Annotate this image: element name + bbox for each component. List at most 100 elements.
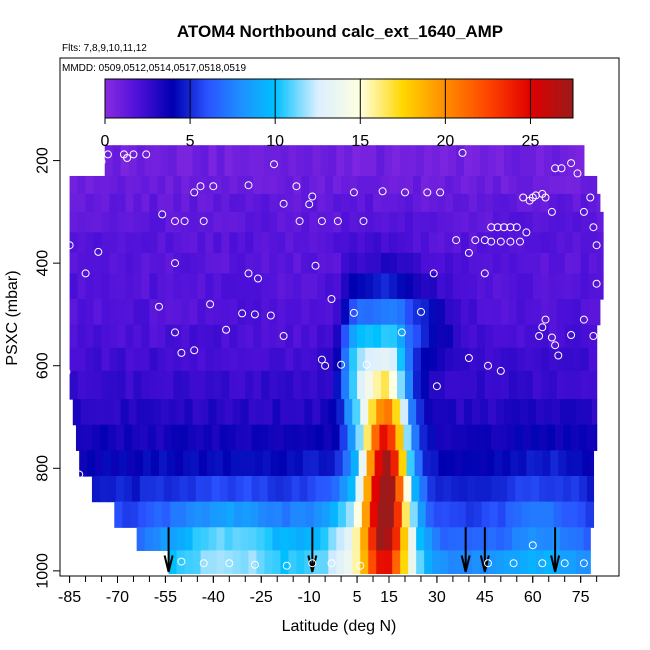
scatter-point [305, 200, 314, 209]
colorbar-segment [392, 79, 395, 118]
colorbar-segment [419, 79, 423, 118]
heatmap-cell [492, 273, 502, 300]
heatmap-cell [508, 347, 518, 372]
heatmap-cell [216, 527, 226, 551]
heatmap-cell [325, 273, 334, 300]
heatmap-cell [341, 347, 350, 372]
heatmap-cell [381, 193, 390, 213]
heatmap-cell [504, 550, 513, 575]
heatmap-cell [264, 399, 274, 426]
heatmap-cell [91, 424, 101, 451]
heatmap-cell [556, 370, 566, 400]
scatter-point [279, 332, 288, 340]
heatmap-cell [130, 501, 139, 528]
heatmap-cell [569, 501, 579, 528]
colorbar-segment [264, 79, 268, 118]
colorbar-segment [498, 79, 502, 118]
heatmap-cell [508, 232, 518, 254]
scatter-point [592, 241, 601, 250]
colorbar-segment [477, 79, 480, 118]
heatmap-cell [69, 299, 79, 326]
heatmap-cell [443, 424, 452, 451]
scatter-point [206, 300, 215, 309]
heatmap-cell [144, 145, 154, 177]
heatmap-cell [189, 232, 198, 254]
heatmap-cell [147, 424, 157, 451]
heatmap-cell [315, 424, 325, 451]
heatmap-cell [325, 232, 334, 254]
scatter-point [199, 217, 208, 226]
heatmap-cell [524, 299, 534, 326]
heatmap-cell [211, 424, 221, 451]
colorbar-segment [507, 79, 510, 118]
colorbar-segment [396, 79, 400, 118]
heatmap-cell [155, 475, 165, 503]
heatmap-cell [141, 193, 151, 213]
scatter-point [244, 269, 253, 278]
scatter-point [349, 308, 358, 317]
heatmap-cell [484, 324, 494, 349]
heatmap-cell [505, 501, 515, 528]
heatmap-cell [280, 550, 289, 575]
heatmap-cell [357, 299, 366, 326]
heatmap-cell [440, 399, 449, 426]
heatmap-cell [270, 450, 280, 477]
heatmap-cell [476, 232, 486, 254]
heatmap-cell [404, 347, 414, 372]
heatmap-cell [123, 424, 133, 451]
heatmap-cell [85, 324, 95, 349]
scatter-point [180, 217, 189, 226]
heatmap-cell [444, 347, 454, 372]
heatmap-cell [149, 347, 159, 372]
heatmap-cell [507, 424, 516, 451]
heatmap-cell [572, 370, 582, 400]
heatmap-cell [556, 193, 566, 213]
heatmap-cell [411, 475, 420, 503]
heatmap-cell [339, 475, 349, 503]
heatmap-cell [336, 145, 345, 177]
heatmap-cell [492, 347, 502, 372]
heatmap-cell [157, 299, 167, 326]
heatmap-cell [235, 424, 245, 451]
y-axis-tick-label: 400 [35, 250, 52, 277]
heatmap-cell [349, 370, 358, 400]
heatmap-cell [301, 273, 310, 300]
heatmap-cell [277, 232, 286, 254]
heatmap-cell [219, 424, 229, 451]
colorbar-segment [175, 79, 178, 118]
heatmap-cell [499, 475, 508, 503]
heatmap-cell [580, 252, 590, 274]
heatmap-cell [205, 370, 214, 400]
scatter-point [65, 241, 74, 250]
heatmap-cell [500, 232, 510, 254]
scatter-point [557, 164, 566, 173]
colorbar-segment [151, 79, 155, 118]
colorbar-segment [566, 79, 570, 118]
colorbar-segment [430, 79, 434, 118]
heatmap-cell [229, 232, 238, 254]
y-axis-tick-label: 1000 [35, 553, 52, 589]
heatmap-cell [181, 252, 190, 274]
heatmap-cell [238, 450, 248, 477]
heatmap-cell [508, 324, 518, 349]
heatmap-cell [384, 399, 393, 426]
heatmap-cell [325, 211, 334, 233]
heatmap-cell [464, 145, 473, 177]
heatmap-cell [564, 232, 574, 254]
heatmap-cell [524, 211, 534, 233]
scatter-point [91, 159, 100, 168]
heatmap-cell [125, 211, 135, 233]
heatmap-cell [179, 475, 189, 503]
heatmap-cell [93, 370, 103, 400]
heatmap-cell [404, 232, 414, 254]
heatmap-cell [357, 252, 366, 274]
colorbar-segment [468, 79, 472, 118]
scatter-point [81, 269, 90, 278]
scatter-point [177, 557, 186, 566]
heatmap-cell [208, 550, 218, 575]
heatmap-cell [529, 501, 539, 528]
heatmap-cell [472, 527, 481, 551]
heatmap-cell [436, 193, 446, 213]
heatmap-cell [205, 211, 214, 233]
heatmap-cell [459, 424, 468, 451]
